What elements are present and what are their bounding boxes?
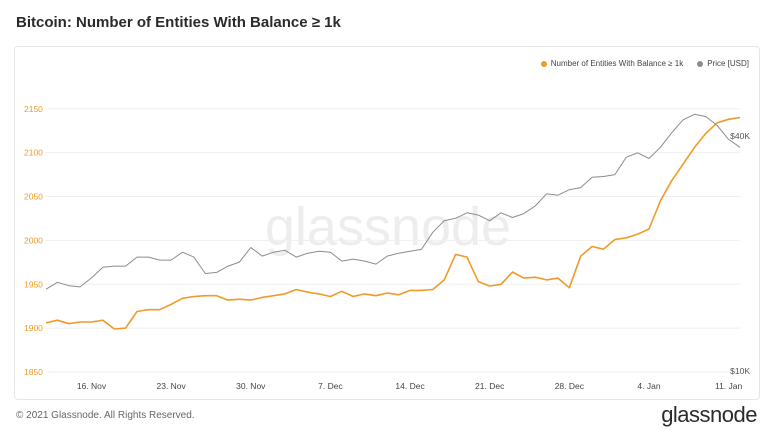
x-tick-label: 11. Jan bbox=[715, 381, 743, 391]
y-left-tick-label: 1900 bbox=[24, 323, 43, 333]
y-right-tick-label: $10K bbox=[730, 366, 750, 376]
series-line-price bbox=[45, 113, 741, 290]
y-left-tick-label: 1850 bbox=[24, 367, 43, 377]
copyright-text: © 2021 Glassnode. All Rights Reserved. bbox=[16, 410, 195, 421]
legend-dot-price bbox=[697, 60, 704, 67]
x-tick-label: 4. Jan bbox=[637, 381, 660, 391]
y-left-tick-label: 2000 bbox=[24, 235, 43, 245]
chart-title: Bitcoin: Number of Entities With Balance… bbox=[16, 14, 341, 31]
x-tick-label: 14. Dec bbox=[395, 381, 425, 391]
chart-plot: glassnode 1850 1900 1950 2000 2050 2100 2150 $10… bbox=[24, 104, 750, 391]
legend-label-entities: Number of Entities With Balance ≥ 1k bbox=[550, 59, 684, 68]
y-left-tick-label: 2050 bbox=[24, 192, 43, 202]
x-tick-label: 21. Dec bbox=[475, 381, 505, 391]
x-tick-label: 23. Nov bbox=[156, 381, 186, 391]
y-left-tick-label: 1950 bbox=[24, 279, 43, 289]
x-tick-label: 30. Nov bbox=[236, 381, 266, 391]
series-line-entities bbox=[45, 116, 741, 330]
x-tick-label: 7. Dec bbox=[318, 381, 343, 391]
legend-item-price[interactable]: Price [USD] bbox=[697, 59, 749, 68]
watermark: glassnode bbox=[265, 197, 511, 257]
legend-item-entities[interactable]: Number of Entities With Balance ≥ 1k bbox=[540, 59, 684, 68]
chart-panel: Number of Entities With Balance ≥ 1k Pri… bbox=[14, 46, 760, 400]
y-left-tick-label: 2150 bbox=[24, 104, 43, 114]
x-tick-label: 16. Nov bbox=[77, 381, 107, 391]
glassnode-logo: glassnode bbox=[661, 402, 757, 427]
y-left-tick-label: 2100 bbox=[24, 148, 43, 158]
legend-label-price: Price [USD] bbox=[707, 59, 749, 68]
legend-dot-entities bbox=[540, 60, 547, 67]
legend: Number of Entities With Balance ≥ 1k Pri… bbox=[540, 59, 749, 68]
y-right-tick-label: $40K bbox=[730, 131, 750, 141]
x-tick-label: 28. Dec bbox=[555, 381, 585, 391]
